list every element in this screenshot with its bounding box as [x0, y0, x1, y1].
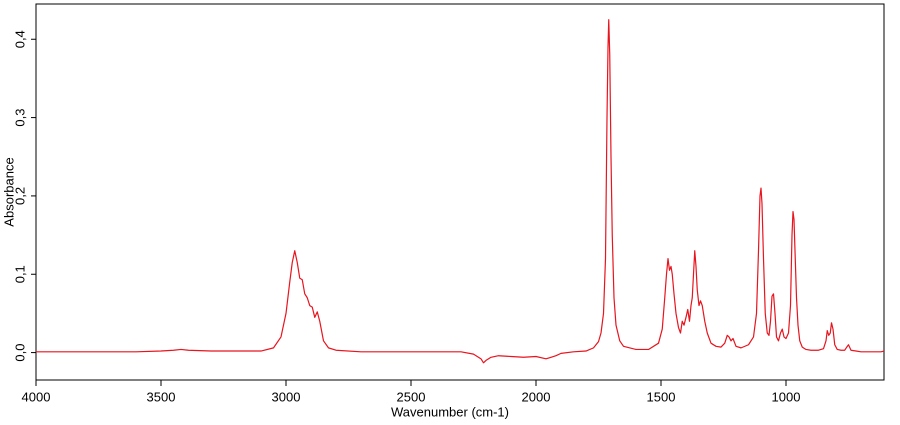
y-tick-label: 0,0	[12, 344, 27, 362]
x-tick-label: 3500	[147, 389, 176, 404]
plot-frame	[35, 3, 885, 381]
x-tick-label: 3000	[272, 389, 301, 404]
x-tick-label: 1500	[647, 389, 676, 404]
x-tick-label: 1000	[772, 389, 801, 404]
y-tick-label: 0,1	[12, 265, 27, 283]
y-axis-label: Absorbance	[1, 157, 16, 226]
y-tick-label: 0,4	[12, 30, 27, 48]
x-axis-label: Wavenumber (cm-1)	[391, 404, 509, 419]
y-tick-label: 0,3	[12, 109, 27, 127]
x-tick-label: 2000	[522, 389, 551, 404]
x-tick-label: 2500	[397, 389, 426, 404]
spectrum-line	[36, 19, 885, 364]
x-tick-label: 4000	[22, 389, 51, 404]
y-tick-label: 0,2	[12, 187, 27, 205]
